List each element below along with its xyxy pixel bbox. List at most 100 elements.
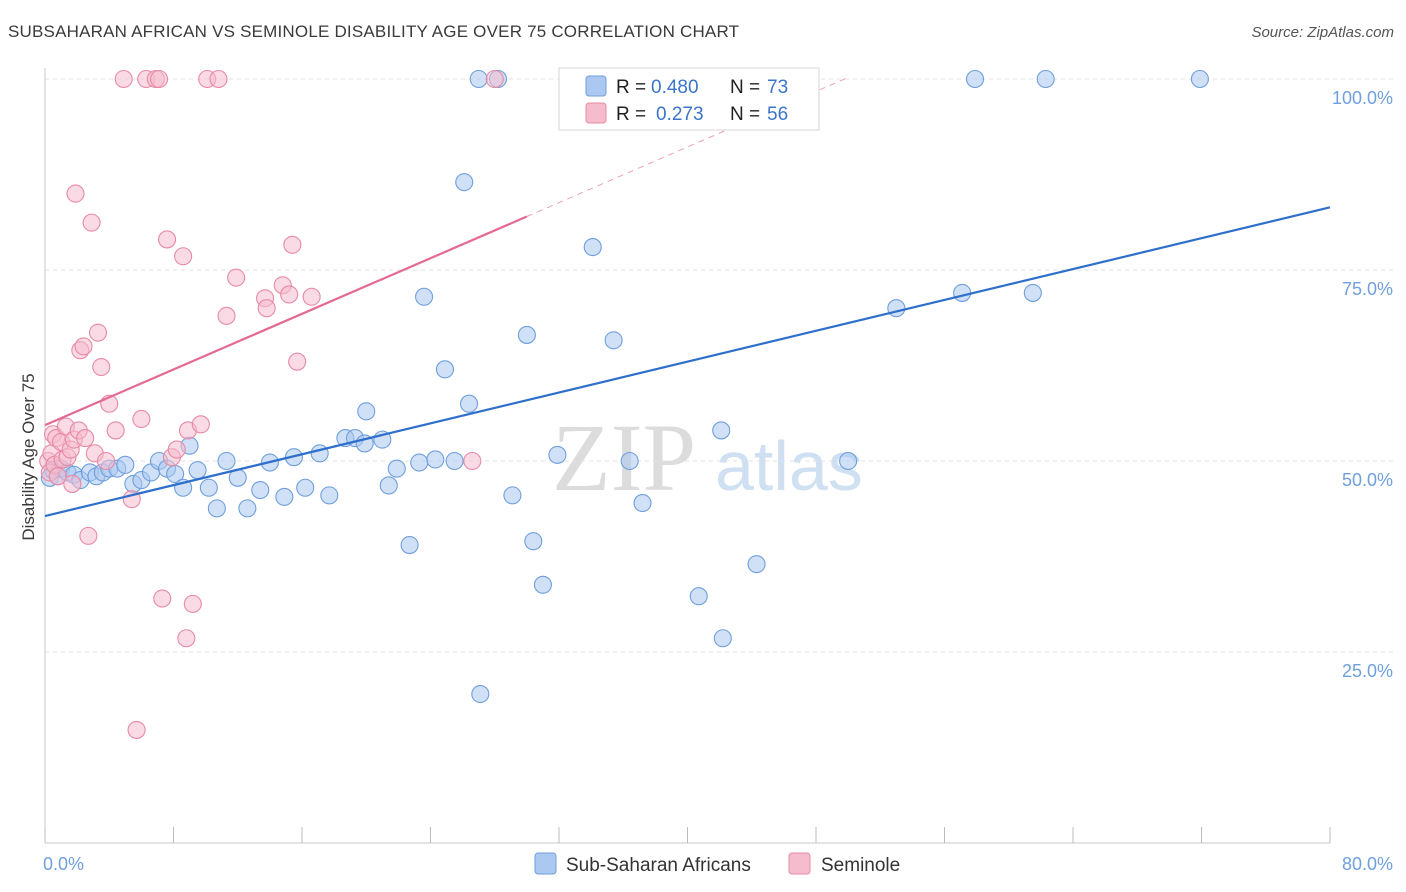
sub-saharan-point (415, 287, 434, 306)
sub-saharan-point (620, 451, 639, 471)
sub-saharan-trend-line (44, 206, 1331, 518)
sub-saharan-point (517, 325, 536, 344)
sub-saharan-point (887, 299, 906, 318)
stats-legend-swatch-pink (585, 102, 607, 124)
seminole-point (96, 451, 116, 471)
sub-saharan-point (426, 450, 445, 469)
stats-n-label-1: N = (730, 104, 760, 125)
sub-saharan-point (400, 535, 419, 555)
seminole-point (106, 421, 125, 440)
sub-saharan-point (188, 461, 207, 480)
y-tick-label: 25.0% (1342, 661, 1393, 681)
stats-r-value-0: 0.480 (651, 77, 699, 98)
sub-saharan-point (357, 402, 376, 421)
sub-saharan-point (633, 493, 652, 513)
sub-saharan-point (469, 69, 488, 89)
stats-n-value-0: 73 (767, 77, 788, 98)
seminole-point (82, 213, 101, 232)
seminole-point (217, 306, 236, 325)
sub-saharan-point (712, 421, 731, 440)
sub-saharan-point (1036, 69, 1055, 89)
sub-saharan-point (296, 478, 315, 497)
seminole-point (485, 69, 504, 89)
seminole-point (257, 299, 276, 318)
stats-r-label-1: R = (616, 104, 646, 125)
sub-saharan-point (747, 555, 766, 574)
seminole-point (48, 467, 67, 486)
seminole-point (288, 352, 307, 371)
sub-saharan-point (713, 629, 732, 648)
seminole-point (127, 720, 146, 739)
watermark-atlas: atlas (715, 427, 863, 505)
legend-swatch-seminole (788, 852, 811, 875)
seminole-point (114, 69, 133, 89)
sub-saharan-point (251, 480, 270, 500)
sub-saharan-point (275, 487, 294, 506)
seminole-point (167, 440, 186, 459)
x-tick-label: 80.0% (1342, 854, 1393, 874)
seminole-point (227, 268, 246, 287)
gridlines (45, 78, 1395, 653)
chart-source: Source: ZipAtlas.com (1251, 24, 1394, 41)
sub-saharan-point (387, 459, 406, 478)
sub-saharan-point (583, 238, 602, 257)
stats-n-value-1: 56 (767, 104, 788, 125)
seminole-point (63, 474, 82, 493)
stats-r-value-1: 0.273 (656, 104, 704, 125)
y-tick-label: 100.0% (1332, 88, 1393, 108)
sub-saharan-point (116, 455, 135, 474)
seminole-point (153, 589, 172, 608)
sub-saharan-point (217, 451, 236, 471)
sub-saharan-point (199, 478, 218, 497)
stats-r-label-0: R = (616, 77, 646, 98)
series-legend: Sub-Saharan Africans Seminole (534, 852, 900, 876)
seminole-point (76, 429, 95, 448)
sub-saharan-point (238, 499, 257, 518)
stats-legend: R = 0.480 N = 73 R = 0.273 N = 56 (558, 67, 820, 131)
seminole-point (177, 629, 196, 648)
sub-saharan-point (503, 486, 522, 505)
seminole-point (79, 526, 98, 545)
sub-saharan-point (839, 451, 858, 471)
stats-n-label-0: N = (730, 77, 760, 98)
sub-saharan-point (445, 451, 464, 471)
sub-saharan-point (1190, 69, 1209, 89)
sub-saharan-point (379, 476, 398, 495)
seminole-point (209, 69, 228, 89)
seminole-point (74, 337, 93, 356)
seminole-point (283, 235, 302, 254)
y-tick-label: 75.0% (1342, 279, 1393, 299)
seminole-point (149, 69, 169, 89)
seminole-point (158, 230, 177, 249)
y-axis-title: Disability Age Over 75 (19, 373, 38, 540)
sub-saharan-point (310, 444, 329, 463)
seminole-point (92, 357, 111, 377)
sub-saharan-point (1023, 283, 1042, 302)
watermark: ZIP atlas (552, 404, 863, 511)
legend-swatch-sub-saharan (534, 852, 557, 875)
sub-saharan-point (524, 532, 543, 551)
sub-saharan-point (965, 69, 985, 89)
sub-saharan-point (455, 173, 474, 192)
sub-saharan-point (548, 445, 567, 464)
legend-label-sub-saharan: Sub-Saharan Africans (566, 855, 751, 876)
seminole-point (66, 184, 85, 203)
tick-labels: 25.0% 50.0% 75.0% 100.0% 0.0% 80.0% (43, 88, 1393, 874)
sub-saharan-point (320, 486, 339, 505)
seminole-point (280, 285, 299, 304)
sub-saharan-point (459, 394, 479, 413)
sub-saharan-point (604, 331, 623, 350)
seminole-point (132, 409, 151, 429)
legend-label-seminole: Seminole (821, 855, 900, 876)
x-tick-label: 0.0% (43, 854, 84, 874)
stats-legend-swatch-blue (585, 75, 607, 97)
sub-saharan-point (533, 575, 552, 594)
sub-saharan-point (435, 360, 455, 379)
seminole-point (183, 594, 202, 613)
seminole-point (88, 323, 108, 342)
seminole-trend-line (44, 215, 528, 427)
seminole-point (302, 287, 321, 306)
seminole-point (191, 415, 210, 434)
sub-saharan-point (953, 283, 972, 302)
